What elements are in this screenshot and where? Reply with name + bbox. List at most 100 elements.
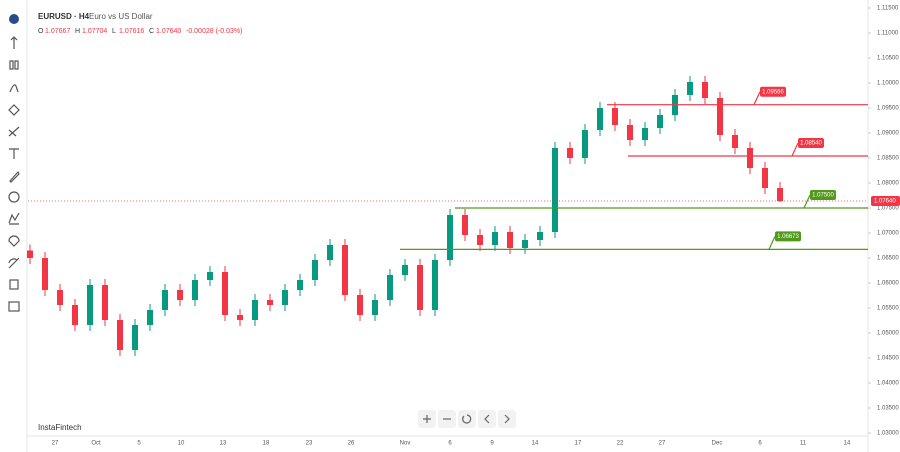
y-tick-label: 1.03500 — [877, 406, 899, 412]
candle-body — [207, 272, 213, 280]
y-tick-label: 1.09500 — [877, 106, 899, 112]
x-tick-label: 14 — [844, 441, 851, 447]
emoji-tool[interactable] — [8, 191, 20, 203]
scroll-right-button[interactable] — [498, 410, 516, 428]
ohlc-key: H — [75, 28, 80, 35]
magnet-tool[interactable] — [8, 235, 20, 247]
x-tick-label: Dec — [712, 441, 723, 447]
level-label-box — [760, 86, 786, 97]
toolbar — [8, 14, 20, 312]
x-tick-label: 6 — [758, 441, 762, 447]
x-tick-label: 27 — [659, 441, 666, 447]
y-tick-label: 1.08000 — [877, 181, 899, 187]
scroll-right-icon — [504, 414, 510, 424]
x-tick-label: 9 — [490, 441, 494, 447]
zoom-controls — [418, 410, 516, 428]
candle-body — [372, 300, 378, 315]
candle-body — [132, 325, 138, 350]
y-tick-label: 1.04000 — [877, 381, 899, 387]
candle-body — [537, 232, 543, 240]
candle-body — [417, 265, 423, 310]
candle-body — [72, 305, 78, 325]
candle-body — [222, 272, 228, 315]
candle-body — [192, 280, 198, 300]
candles — [27, 76, 783, 356]
screenshot-tool[interactable] — [8, 301, 20, 312]
brush-tool[interactable] — [9, 170, 20, 183]
candle-body — [567, 148, 573, 158]
candle-body — [327, 245, 333, 260]
x-tick-label: 18 — [263, 441, 270, 447]
y-tick-label: 1.09000 — [877, 131, 899, 137]
pattern-tool[interactable] — [8, 212, 20, 225]
text-tool[interactable] — [9, 148, 19, 159]
shapes-tool[interactable] — [8, 104, 20, 116]
y-tick-label: 1.05500 — [877, 306, 899, 312]
level-label: 1.07500 — [812, 193, 834, 199]
level-label-box — [775, 231, 801, 242]
candle-body — [492, 232, 498, 245]
candle-body — [342, 245, 348, 295]
price-axis: 1.11500 1.11000 1.10500 1.10000 1.09500 1.090… — [868, 6, 899, 437]
candle-body — [462, 215, 468, 235]
candle-body — [552, 148, 558, 232]
candle-body — [717, 98, 723, 135]
logo[interactable] — [9, 14, 19, 24]
indicators-tool[interactable] — [9, 84, 19, 93]
cursor-tool[interactable] — [10, 36, 18, 49]
candle-body — [312, 260, 318, 280]
x-tick-label: 5 — [137, 441, 141, 447]
candle-body — [177, 290, 183, 300]
candle-body — [387, 275, 393, 300]
reset-button[interactable] — [458, 410, 476, 428]
candle-body — [267, 300, 273, 305]
y-tick-label: 1.11500 — [877, 6, 899, 12]
candle-body — [282, 290, 288, 305]
x-tick-label: Nov — [400, 441, 411, 447]
description: Euro vs US Dollar — [89, 12, 153, 21]
y-tick-label: 1.08500 — [877, 156, 899, 162]
reset-icon — [462, 414, 472, 424]
candle-body — [447, 215, 453, 260]
x-tick-label: Oct — [91, 441, 101, 447]
bars-tool-2[interactable] — [14, 60, 19, 70]
symbol: EURUSD · H4 — [38, 12, 90, 21]
candle-body — [582, 130, 588, 158]
ohlc-key: L — [112, 28, 116, 35]
y-tick-label: 1.06000 — [877, 281, 899, 287]
candle-body — [762, 168, 768, 188]
lock-tool[interactable] — [9, 279, 19, 290]
ohlc-key: O — [38, 28, 44, 35]
x-tick-label: 13 — [220, 441, 227, 447]
candle-body — [297, 280, 303, 290]
y-tick-label: 1.05000 — [877, 331, 899, 337]
y-tick-label: 1.07000 — [877, 231, 899, 237]
watermark: InstaFintech — [38, 423, 82, 432]
candle-body — [597, 108, 603, 130]
candle-body — [27, 250, 33, 258]
level-connector — [768, 236, 776, 250]
candle-body — [42, 258, 48, 290]
fib-tool[interactable] — [8, 126, 20, 137]
candle-body — [477, 235, 483, 245]
scroll-left-button[interactable] — [478, 410, 496, 428]
y-tick-label: 1.03000 — [877, 431, 899, 437]
candle-body — [507, 232, 513, 248]
bars-tool[interactable] — [9, 60, 14, 70]
candle-body — [657, 115, 663, 128]
candle-body — [402, 265, 408, 275]
candle-body — [147, 310, 153, 325]
candle-body — [747, 148, 753, 168]
candle-body — [612, 108, 618, 125]
level-connector — [803, 194, 811, 209]
level-label-box — [810, 190, 836, 200]
x-tick-label: 10 — [178, 441, 185, 447]
candle-body — [237, 315, 243, 320]
y-tick-label: 1.11000 — [877, 31, 899, 37]
hide-tool[interactable] — [8, 257, 20, 269]
candle-body — [357, 295, 363, 315]
y-tick-label: 1.06500 — [877, 256, 899, 262]
x-tick-label: 6 — [448, 441, 452, 447]
candle-body — [432, 260, 438, 310]
